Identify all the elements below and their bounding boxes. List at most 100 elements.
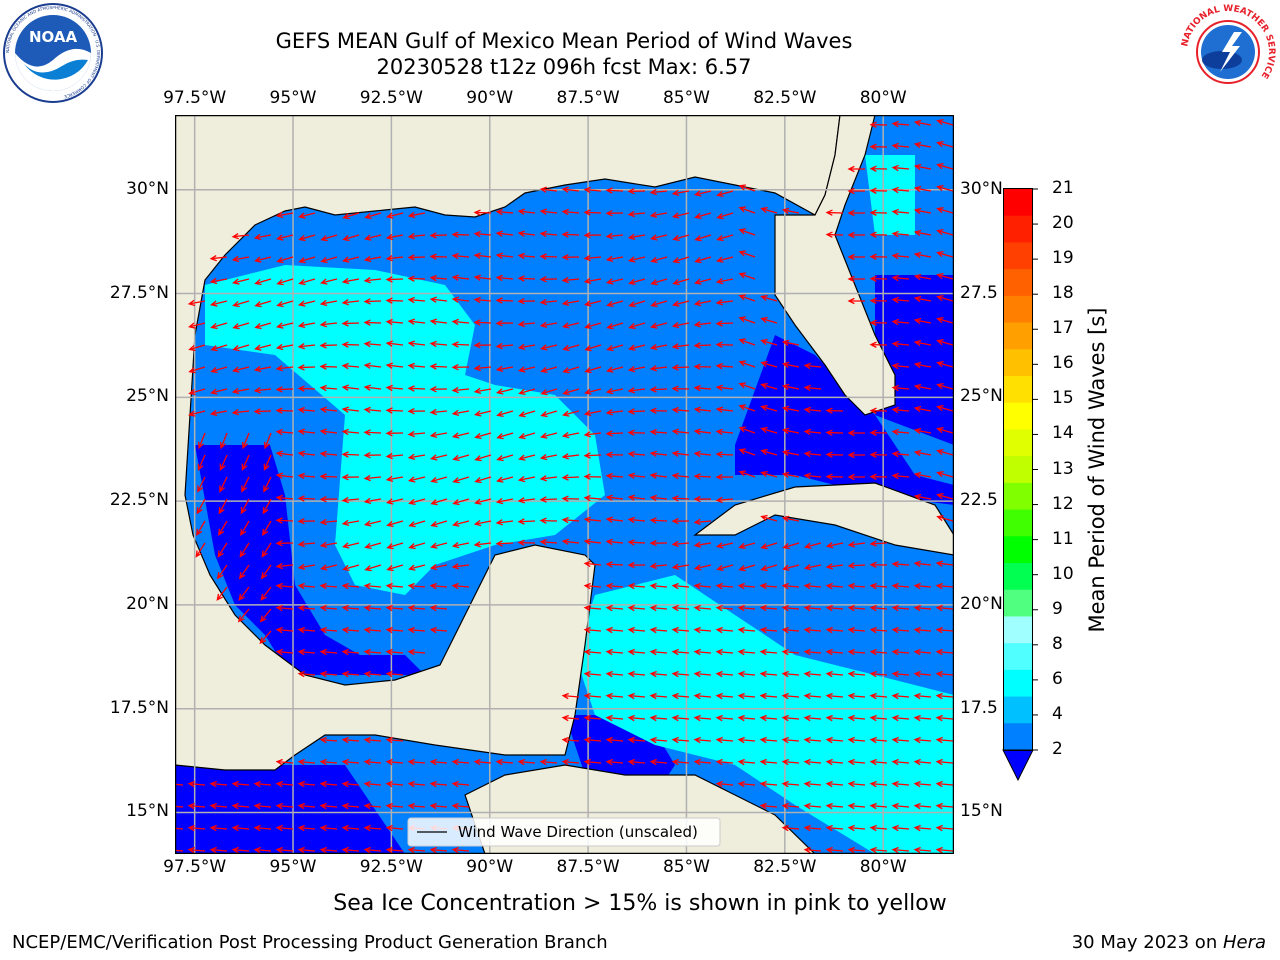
wave-direction-arrow	[495, 297, 514, 304]
wave-direction-arrow	[275, 802, 294, 810]
wave-direction-arrow	[715, 780, 734, 788]
wave-direction-arrow	[693, 384, 712, 392]
wave-direction-arrow	[847, 648, 866, 656]
wave-direction-arrow	[385, 626, 404, 634]
colorbar-tick-2: 2	[1052, 739, 1063, 759]
wave-direction-arrow	[319, 496, 338, 503]
wave-direction-arrow	[693, 604, 712, 612]
colorbar-segment	[1004, 723, 1032, 751]
wave-direction-arrow	[825, 542, 844, 549]
wave-direction-arrow	[583, 209, 602, 216]
wave-direction-arrow	[803, 450, 822, 458]
wave-direction-arrow	[627, 233, 646, 240]
wave-direction-arrow	[407, 648, 426, 656]
wave-direction-arrow	[891, 406, 910, 414]
wave-direction-arrow	[385, 276, 404, 283]
colorbar-tick-19: 19	[1052, 248, 1074, 269]
footer-host: Hera	[1222, 932, 1266, 953]
wave-direction-arrow	[672, 256, 690, 264]
tick-top-6: 82.5°W	[753, 88, 817, 108]
wave-direction-arrow	[781, 626, 800, 634]
wave-direction-arrow	[627, 450, 646, 458]
wave-direction-arrow	[385, 758, 404, 766]
wave-direction-arrow	[913, 163, 932, 171]
wave-direction-arrow	[320, 256, 338, 264]
wave-direction-arrow	[737, 648, 756, 656]
colorbar-tick-16: 16	[1052, 353, 1074, 374]
wave-direction-arrow	[232, 366, 250, 373]
wave-direction-arrow	[583, 186, 602, 194]
colorbar-segment	[1004, 376, 1032, 404]
wave-direction-arrow	[385, 297, 404, 304]
wave-direction-arrow	[847, 231, 866, 239]
wave-direction-arrow	[253, 365, 272, 373]
wave-direction-arrow	[737, 780, 756, 788]
wave-direction-arrow	[693, 406, 712, 413]
wave-direction-arrow	[319, 802, 338, 810]
footer-left: NCEP/EMC/Verification Post Processing Pr…	[12, 932, 608, 953]
wave-direction-arrow	[363, 670, 382, 678]
wave-direction-arrow	[759, 626, 778, 634]
wave-direction-arrow	[847, 473, 866, 481]
wave-direction-arrow	[738, 448, 756, 456]
wave-direction-arrow	[935, 692, 954, 700]
tick-top-3: 90°W	[466, 88, 514, 108]
wave-direction-arrow	[209, 277, 228, 285]
wave-direction-arrow	[275, 648, 294, 656]
wave-direction-arrow	[188, 322, 206, 329]
legend-label: Wind Wave Direction (unscaled)	[458, 823, 698, 841]
wave-direction-arrow	[693, 670, 712, 678]
wave-direction-arrow	[936, 448, 954, 456]
wave-direction-arrow	[319, 363, 338, 370]
wave-direction-arrow	[605, 430, 624, 437]
wave-direction-arrow	[913, 626, 932, 634]
wave-direction-arrow	[363, 626, 382, 634]
wave-direction-arrow	[936, 162, 954, 170]
wave-direction-arrows	[175, 118, 954, 854]
wave-direction-arrow	[936, 118, 954, 126]
wave-direction-arrow	[715, 451, 734, 458]
wave-direction-arrow	[891, 692, 910, 700]
wave-direction-arrow	[187, 802, 206, 810]
wave-direction-arrow	[297, 824, 316, 832]
wave-direction-arrow	[715, 299, 734, 306]
wave-direction-arrow	[196, 498, 206, 515]
wave-direction-arrow	[341, 474, 360, 481]
wave-direction-arrow	[936, 228, 954, 236]
high-period-area-central	[205, 265, 605, 595]
wave-direction-arrow	[430, 498, 448, 506]
wave-direction-arrow	[869, 143, 888, 150]
wave-direction-arrow	[650, 256, 668, 264]
wave-direction-arrow	[891, 252, 910, 260]
wave-direction-arrow	[649, 582, 668, 590]
wave-direction-arrow	[209, 780, 228, 788]
wave-direction-arrow	[936, 426, 954, 434]
wave-direction-arrow	[671, 626, 690, 634]
wave-direction-arrow	[562, 410, 580, 417]
wave-direction-arrow	[319, 406, 338, 413]
wave-direction-arrow	[231, 409, 250, 416]
low-period-area-pacific	[175, 765, 405, 854]
tick-top-1: 95°W	[269, 88, 317, 108]
wave-direction-arrow	[891, 824, 910, 832]
wave-direction-arrow	[913, 560, 932, 567]
wave-direction-arrow	[341, 451, 360, 458]
wave-direction-arrow	[869, 846, 888, 854]
colorbar-tick-8: 8	[1052, 633, 1063, 654]
wave-direction-arrow	[232, 344, 250, 352]
wave-direction-arrow	[363, 406, 382, 414]
wave-direction-arrow	[781, 736, 800, 744]
wave-direction-arrow	[407, 318, 426, 325]
wave-direction-arrow	[693, 495, 712, 503]
wave-direction-arrow	[583, 560, 602, 568]
wave-direction-arrow	[275, 407, 294, 414]
wave-direction-arrow	[738, 228, 756, 236]
wave-direction-arrow	[495, 540, 514, 547]
wave-direction-arrow	[539, 208, 558, 215]
wave-direction-arrow	[363, 319, 382, 326]
wave-direction-arrow	[891, 846, 910, 854]
colorbar-segment	[1004, 643, 1032, 671]
wave-direction-arrow	[803, 736, 822, 744]
wave-direction-arrow	[495, 274, 514, 282]
wave-direction-arrow	[869, 561, 888, 569]
